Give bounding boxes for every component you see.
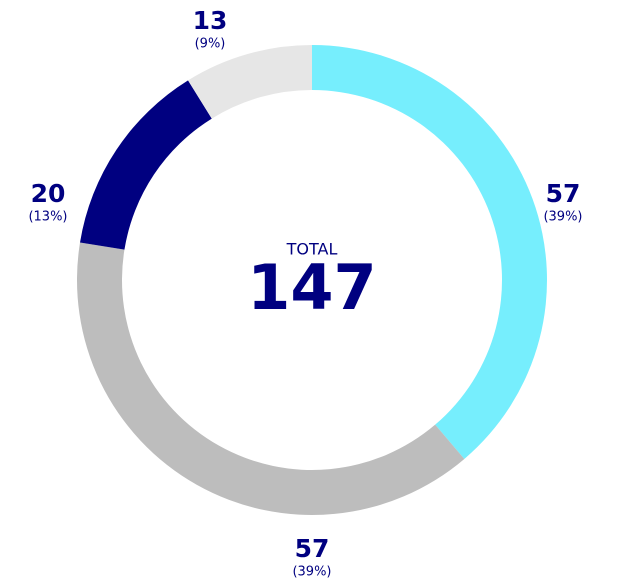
value-label: 20 (31, 179, 66, 208)
percent-label: (39%) (292, 565, 331, 580)
total: 147 (247, 251, 376, 324)
percent-label: (9%) (195, 37, 226, 52)
value-label: 13 (193, 6, 228, 35)
total-label: TOTAL (286, 240, 338, 259)
percent-label: (39%) (543, 210, 582, 225)
donut-segment (312, 45, 547, 459)
donut-segment (80, 80, 212, 250)
value-label: 57 (546, 179, 581, 208)
value-label: 57 (295, 534, 330, 563)
donut-segment (188, 45, 312, 119)
percent-label: (13%) (28, 210, 67, 225)
donut-segment (77, 242, 465, 515)
